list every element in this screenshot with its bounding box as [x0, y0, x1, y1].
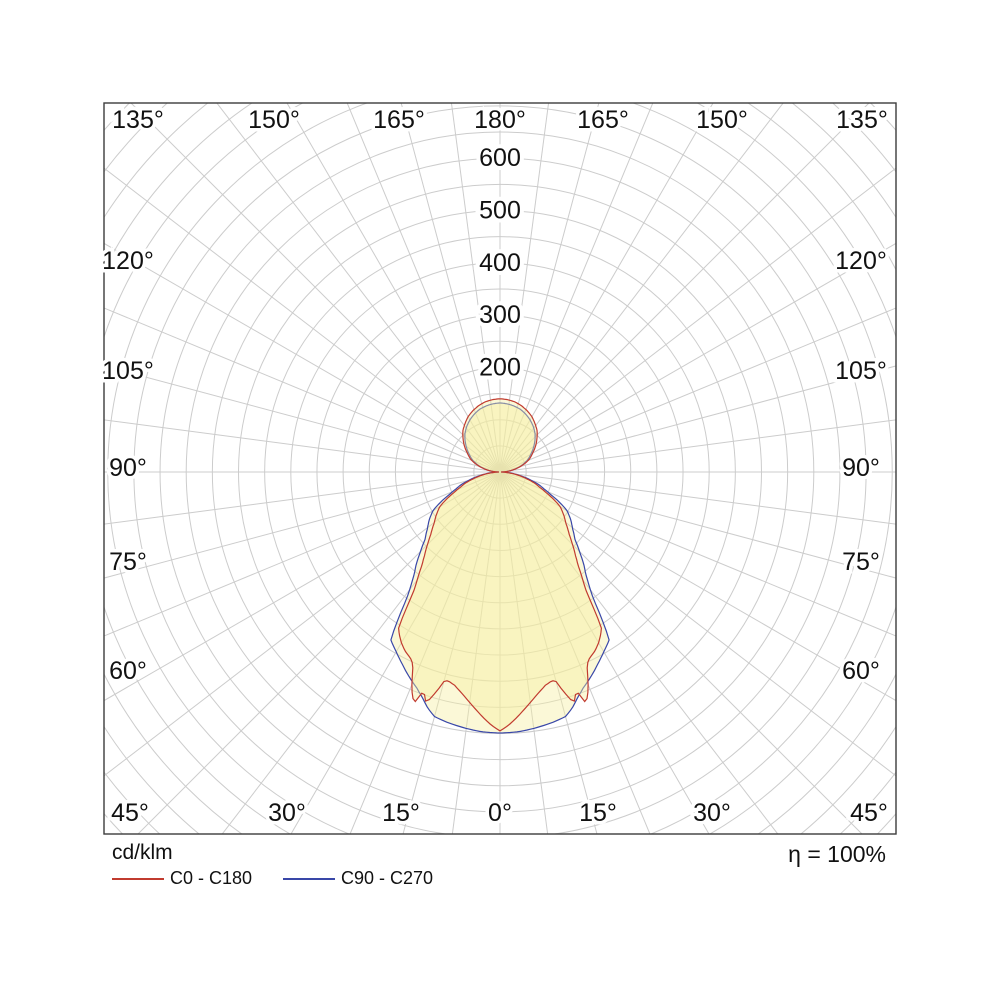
- curve-C0-C180: [397, 398, 603, 732]
- grid-ray: [499, 471, 651, 834]
- grid-ray: [499, 471, 896, 702]
- legend-label-c90-c270: C90 - C270: [341, 868, 434, 888]
- grid-ray: [216, 103, 501, 473]
- grid-ray: [349, 471, 501, 834]
- grid-ray: [104, 242, 501, 473]
- angle-label-top: 180°: [474, 106, 526, 134]
- angle-label-left: 105°: [102, 357, 154, 385]
- grid-ray: [104, 167, 501, 473]
- grid-ray: [499, 103, 714, 473]
- angle-label-top: 165°: [373, 106, 425, 134]
- grid-ray: [499, 365, 896, 473]
- legend-label-c0-c180: C0 - C180: [170, 868, 253, 888]
- angle-label-left: 120°: [102, 247, 154, 275]
- legend-swatch-c0-c180: [112, 878, 164, 880]
- angle-label-top: 135°: [112, 106, 164, 134]
- angle-label-right: 75°: [842, 548, 880, 576]
- grid-ray: [130, 103, 501, 473]
- grid-ray: [499, 471, 896, 525]
- grid-ray: [400, 103, 501, 473]
- grid-ray: [104, 419, 501, 473]
- angle-label-bottom: 15°: [579, 799, 617, 827]
- angle-label-top: 150°: [248, 106, 300, 134]
- grid-ray: [402, 471, 501, 834]
- angle-label-bottom: 45°: [111, 799, 149, 827]
- grid-ray: [499, 471, 779, 834]
- grid-ray: [104, 471, 501, 579]
- grid-ray: [499, 471, 598, 834]
- grid-ray: [286, 103, 501, 473]
- grid-ray: [104, 471, 501, 702]
- angle-label-right: 90°: [842, 454, 880, 482]
- grid-ray: [104, 471, 501, 777]
- grid-ray: [499, 471, 896, 579]
- grid-ray: [499, 103, 550, 473]
- angle-label-left: 75°: [109, 548, 147, 576]
- grid-ray: [499, 471, 896, 637]
- units-label: cd/klm: [112, 841, 173, 864]
- grid-ray: [499, 103, 600, 473]
- angle-label-bottom: 0°: [488, 799, 512, 827]
- radial-label: 200: [479, 353, 521, 381]
- curve-C90-C270: [390, 402, 610, 734]
- grid-ray: [499, 471, 710, 834]
- angle-label-left: 90°: [109, 454, 147, 482]
- grid-ray: [346, 103, 501, 473]
- grid-ray: [499, 103, 784, 473]
- grid-ray: [499, 307, 896, 473]
- grid-ray: [104, 307, 501, 473]
- grid-ray: [499, 419, 896, 473]
- grid-ray: [221, 471, 501, 834]
- grid-ray: [104, 471, 501, 637]
- angle-label-bottom: 45°: [850, 799, 888, 827]
- angle-label-top: 165°: [577, 106, 629, 134]
- grid-ray: [499, 103, 654, 473]
- grid-ray: [499, 471, 896, 777]
- grid-ray: [451, 471, 501, 834]
- grid-ray: [104, 471, 501, 525]
- angle-label-bottom: 30°: [693, 799, 731, 827]
- angle-label-top: 135°: [836, 106, 888, 134]
- angle-label-top: 150°: [696, 106, 748, 134]
- angle-label-bottom: 30°: [268, 799, 306, 827]
- angle-label-right: 120°: [835, 247, 887, 275]
- grid-ray: [290, 471, 501, 834]
- angle-label-right: 60°: [842, 657, 880, 685]
- grid-ray: [499, 471, 863, 834]
- angle-label-right: 105°: [835, 357, 887, 385]
- radial-label: 600: [479, 144, 521, 172]
- grid-ray: [450, 103, 501, 473]
- grid-ray: [499, 242, 896, 473]
- grid-ray: [499, 167, 896, 473]
- radial-label: 300: [479, 301, 521, 329]
- efficiency-label: η = 100%: [788, 841, 886, 867]
- legend-swatch-c90-c270: [283, 878, 335, 880]
- angle-label-bottom: 15°: [382, 799, 420, 827]
- angle-label-left: 60°: [109, 657, 147, 685]
- grid-ray: [137, 471, 501, 834]
- grid-ray: [104, 365, 501, 473]
- radial-label: 400: [479, 249, 521, 277]
- radial-label: 500: [479, 197, 521, 225]
- grid-ray: [499, 103, 870, 473]
- plot-border: [103, 102, 897, 835]
- grid-ray: [499, 471, 549, 834]
